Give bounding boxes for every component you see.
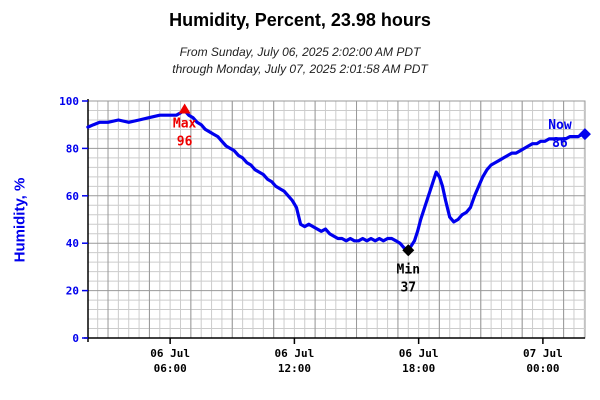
y-tick-label: 80 [66,142,79,155]
y-tick-label: 0 [72,332,79,345]
x-tick-label-time: 18:00 [402,362,435,375]
x-tick-label-date: 06 Jul [275,347,315,360]
x-tick-label-date: 06 Jul [399,347,439,360]
chart-title: Humidity, Percent, 23.98 hours [169,10,431,30]
y-tick-label: 40 [66,237,79,250]
y-tick-label: 20 [66,285,79,298]
now-label: Now [548,118,572,133]
x-tick-label-time: 12:00 [278,362,311,375]
humidity-series-line [86,108,587,252]
now-value: 86 [552,136,568,151]
max-marker [178,103,191,114]
x-tick-label-time: 06:00 [154,362,187,375]
y-tick-label: 100 [59,95,79,108]
chart-subtitle-through: through Monday, July 07, 2025 2:01:58 AM… [172,62,428,76]
max-value: 96 [177,134,193,149]
max-label: Max [173,116,197,131]
y-tick-label: 60 [66,190,79,203]
min-marker [402,244,415,257]
plot-area [87,100,586,339]
min-label: Min [397,262,420,277]
min-value: 37 [400,280,416,295]
x-tick-label-time: 00:00 [526,362,559,375]
now-marker [578,128,591,141]
chart-subtitle-from: From Sunday, July 06, 2025 2:02:00 AM PD… [179,45,421,59]
x-tick-label-date: 06 Jul [150,347,190,360]
x-tick-label-date: 07 Jul [523,347,563,360]
